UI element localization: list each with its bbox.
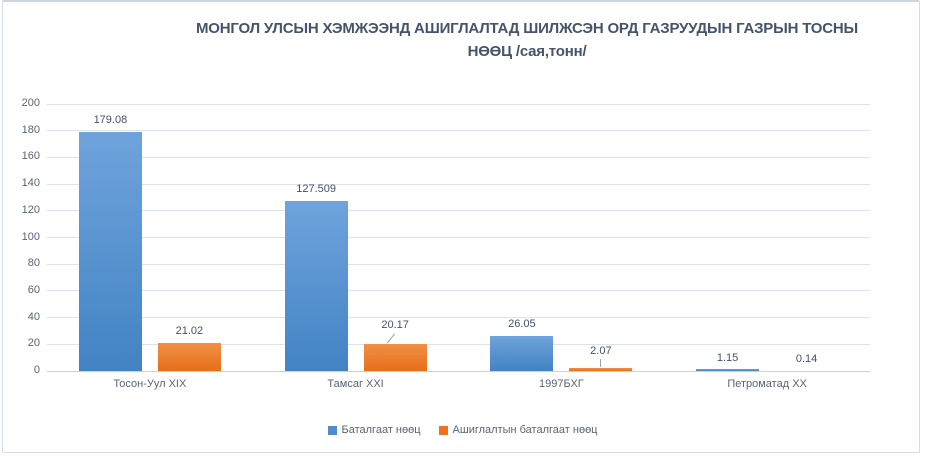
bar-series-1 — [78, 131, 142, 371]
legend-item-1: Баталгаат нөөц — [327, 424, 421, 436]
gridline — [47, 343, 870, 345]
data-label: 127.509 — [296, 182, 336, 195]
legend-swatch-icon — [438, 425, 448, 435]
gridline — [47, 130, 870, 132]
legend-swatch-icon — [327, 425, 337, 435]
label-leader-line — [600, 359, 602, 368]
gridline — [47, 237, 870, 238]
data-label: 179.08 — [93, 113, 128, 126]
gridline — [47, 156, 870, 158]
gridline — [47, 263, 870, 265]
gridline — [47, 317, 870, 319]
x-axis-category-label: Петроматад XX — [727, 378, 807, 390]
x-axis-category-label: Тосон-Уул XIX — [113, 378, 187, 390]
gridline — [47, 103, 870, 105]
x-axis-category-label: Тамсаг XXI — [327, 378, 384, 390]
bar-series-2 — [569, 368, 633, 371]
label-leader-line — [387, 333, 396, 344]
y-axis-tick-label: 80 — [27, 257, 40, 270]
y-axis-tick-label: 60 — [27, 283, 40, 296]
data-label: 21.02 — [175, 324, 204, 337]
bar-series-1 — [490, 336, 554, 371]
legend-label: Ашиглалтын баталгаат нөөц — [452, 424, 598, 436]
data-label: 0.14 — [795, 352, 818, 365]
x-axis-line — [47, 370, 870, 372]
data-label: 26.05 — [508, 318, 536, 331]
x-axis-category-label: 1997БХГ — [539, 378, 584, 390]
y-axis-tick-label: 20 — [27, 337, 40, 350]
y-axis-tick-label: 100 — [21, 230, 40, 243]
bar-series-1 — [696, 369, 760, 371]
y-axis-tick-label: 200 — [21, 97, 40, 109]
bar-series-1 — [284, 200, 348, 371]
legend: Баталгаат нөөц Ашиглалтын баталгаат нөөц — [0, 424, 925, 436]
legend-label: Баталгаат нөөц — [341, 424, 421, 436]
legend-item-2: Ашиглалтын баталгаат нөөц — [438, 424, 598, 436]
y-axis-tick-label: 40 — [27, 310, 40, 323]
y-axis-tick-label: 160 — [21, 150, 40, 163]
y-axis-tick-label: 0 — [33, 364, 40, 376]
y-axis-tick-label: 120 — [21, 203, 40, 216]
chart-title: МОНГОЛ УЛСЫН ХЭМЖЭЭНД АШИГЛАЛТАД ШИЛЖСЭН… — [195, 20, 859, 60]
bar-series-2 — [363, 344, 427, 371]
data-label: 2.07 — [590, 345, 612, 358]
gridline — [47, 210, 870, 212]
gridline — [47, 290, 870, 292]
bar-series-2 — [157, 342, 221, 371]
y-axis-tick-label: 140 — [21, 177, 40, 190]
data-label: 1.15 — [716, 351, 739, 364]
data-label: 20.17 — [381, 319, 409, 332]
y-axis-tick-label: 180 — [21, 123, 40, 136]
gridline — [47, 183, 870, 185]
